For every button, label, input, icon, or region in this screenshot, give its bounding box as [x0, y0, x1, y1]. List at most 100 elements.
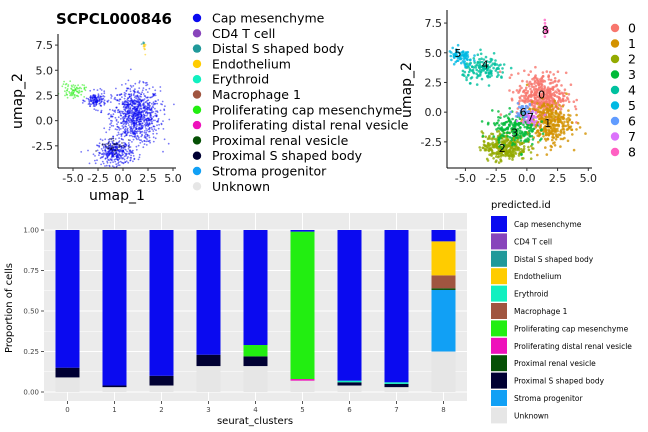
umap-point: [547, 78, 551, 81]
umap-point: [560, 91, 563, 95]
umap-point: [149, 96, 151, 99]
umap-point: [129, 149, 131, 152]
umap-point: [458, 57, 462, 61]
umap-point: [558, 92, 561, 95]
umap-point: [101, 149, 104, 152]
umap-point: [544, 120, 547, 124]
umap-point: [138, 109, 141, 111]
umap-point: [509, 110, 513, 114]
umap-point: [500, 140, 503, 143]
umap-point: [108, 150, 110, 153]
umap-point: [549, 81, 553, 85]
umap-point: [566, 123, 570, 127]
umap-point: [473, 54, 476, 57]
umap-point: [67, 85, 69, 88]
umap-point: [485, 157, 489, 161]
umap-point: [119, 160, 122, 163]
umap-point: [122, 162, 124, 164]
umap-point: [99, 138, 102, 141]
umap-point: [135, 97, 138, 100]
umap-point: [516, 112, 519, 115]
legend-label: Distal S shaped body: [514, 255, 594, 264]
cluster-label: 7: [527, 111, 534, 124]
umap-point: [132, 160, 134, 163]
x-tick-label: 3: [206, 406, 210, 414]
umap-point: [160, 123, 163, 126]
umap-point: [132, 155, 135, 157]
umap-point: [515, 135, 518, 139]
umap-point: [130, 93, 133, 95]
umap-point: [158, 123, 161, 126]
umap-point: [140, 99, 143, 102]
umap-point: [559, 115, 562, 118]
x-tick-label: 6: [347, 406, 352, 414]
umap-point: [126, 131, 129, 134]
legend-label: 3: [628, 67, 636, 82]
umap-point: [91, 96, 94, 99]
umap-point: [149, 112, 152, 115]
umap-point: [490, 154, 493, 157]
umap-point: [96, 101, 98, 104]
umap-point: [141, 122, 143, 125]
umap-point: [151, 120, 153, 123]
y-tick-label: 0.25: [23, 348, 39, 356]
umap-point: [531, 109, 535, 113]
umap-point: [493, 145, 496, 149]
umap-point: [528, 80, 532, 84]
umap-point: [465, 78, 468, 82]
legend-swatch: [610, 116, 620, 126]
umap-point: [505, 151, 508, 154]
umap-point: [506, 144, 510, 147]
umap-point: [103, 101, 105, 103]
umap-point: [89, 89, 92, 92]
umap-point: [135, 125, 138, 128]
umap-point: [109, 123, 111, 125]
umap-point: [154, 107, 156, 110]
umap-point: [502, 143, 506, 147]
x-tick-label: 0.0: [518, 172, 536, 185]
umap-point: [538, 94, 541, 97]
bar-segment: [55, 377, 80, 392]
umap-point: [476, 53, 480, 56]
umap-point: [98, 103, 101, 105]
umap-point: [508, 143, 512, 147]
umap-point: [122, 102, 125, 105]
y-tick-label: 0.50: [23, 308, 39, 316]
umap-point: [132, 127, 135, 130]
umap-point: [122, 144, 124, 147]
umap-point: [554, 110, 558, 114]
legend-label: 4: [628, 83, 636, 98]
legend-swatch: [491, 372, 507, 389]
umap-point: [122, 131, 125, 133]
umap-point: [147, 128, 150, 131]
umap-point: [145, 100, 148, 103]
umap-point: [113, 110, 116, 112]
umap-point: [508, 157, 511, 160]
umap-point: [549, 70, 552, 74]
umap-point: [527, 110, 531, 113]
umap-point: [554, 90, 557, 93]
umap-point: [481, 134, 485, 138]
umap-point: [492, 157, 495, 160]
umap-point: [512, 149, 516, 152]
umap-point: [127, 142, 130, 144]
umap-point: [543, 85, 546, 88]
umap-point: [130, 154, 133, 157]
umap-point: [139, 142, 142, 144]
umap-point: [147, 99, 150, 101]
umap-point: [543, 80, 547, 83]
umap-point: [152, 86, 154, 88]
legend-swatch: [491, 337, 507, 354]
umap-point: [110, 119, 112, 122]
umap-point: [133, 136, 136, 138]
umap-point: [532, 147, 535, 150]
umap-point: [137, 90, 140, 92]
legend-label: Unknown: [212, 179, 270, 194]
umap-point: [104, 143, 106, 146]
umap-point: [155, 132, 158, 135]
umap-point: [143, 140, 146, 143]
umap-point: [479, 60, 482, 64]
umap-point: [493, 137, 497, 141]
umap-point: [524, 107, 527, 111]
umap-point: [144, 137, 147, 140]
